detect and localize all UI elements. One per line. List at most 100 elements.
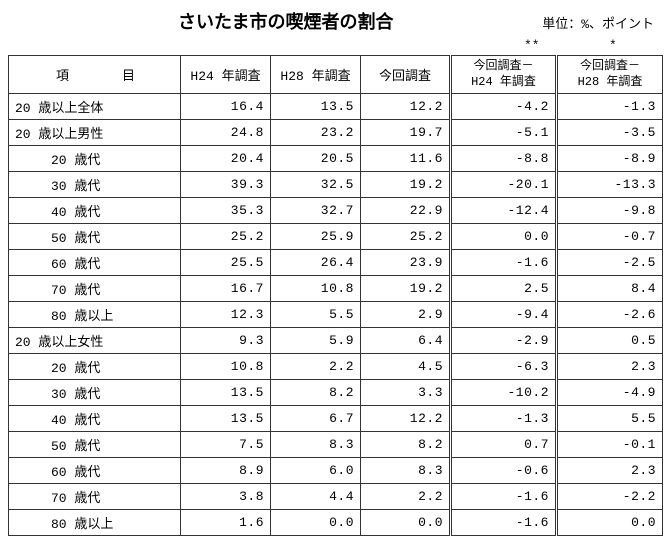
cell-h28: 4.4	[271, 484, 361, 510]
cell-h28: 13.5	[271, 94, 361, 120]
cell-now: 8.3	[361, 458, 451, 484]
table-row: 20 歳以上男性24.823.219.7-5.1-3.5	[9, 120, 663, 146]
cell-d2: -2.6	[557, 302, 663, 328]
cell-h28: 6.0	[271, 458, 361, 484]
table-row: 30 歳代13.58.23.3-10.2-4.9	[9, 380, 663, 406]
cell-h24: 13.5	[181, 380, 271, 406]
cell-now: 3.3	[361, 380, 451, 406]
cell-d1: -12.4	[451, 198, 557, 224]
cell-d1: 2.5	[451, 276, 557, 302]
row-label: 20 歳代	[9, 146, 181, 172]
col-header-item: 項 目	[9, 56, 181, 94]
cell-now: 0.0	[361, 510, 451, 536]
cell-h28: 23.2	[271, 120, 361, 146]
cell-h28: 8.3	[271, 432, 361, 458]
cell-d2: -1.3	[557, 94, 663, 120]
row-label: 80 歳以上	[9, 510, 181, 536]
row-label: 70 歳代	[9, 484, 181, 510]
cell-d2: -0.7	[557, 224, 663, 250]
cell-now: 4.5	[361, 354, 451, 380]
cell-now: 23.9	[361, 250, 451, 276]
cell-now: 22.9	[361, 198, 451, 224]
cell-h24: 1.6	[181, 510, 271, 536]
cell-h24: 9.3	[181, 328, 271, 354]
row-label: 20 歳以上男性	[9, 120, 181, 146]
cell-d1: -2.9	[451, 328, 557, 354]
table-row: 20 歳代20.420.511.6-8.8-8.9	[9, 146, 663, 172]
table-row: 60 歳代8.96.08.3-0.62.3	[9, 458, 663, 484]
cell-d2: 2.3	[557, 458, 663, 484]
cell-now: 12.2	[361, 406, 451, 432]
table-row: 40 歳代35.332.722.9-12.4-9.8	[9, 198, 663, 224]
cell-d2: -0.1	[557, 432, 663, 458]
cell-d2: -2.2	[557, 484, 663, 510]
cell-h28: 20.5	[271, 146, 361, 172]
row-label: 30 歳代	[9, 380, 181, 406]
cell-d1: -1.6	[451, 484, 557, 510]
row-label: 50 歳代	[9, 432, 181, 458]
cell-d2: -8.9	[557, 146, 663, 172]
cell-now: 12.2	[361, 94, 451, 120]
cell-d1: -20.1	[451, 172, 557, 198]
cell-d1: -6.3	[451, 354, 557, 380]
row-label: 70 歳代	[9, 276, 181, 302]
col-header-diff1-l1: 今回調査－	[473, 59, 533, 73]
col-header-diff1-l2: H24 年調査	[471, 75, 536, 89]
cell-now: 11.6	[361, 146, 451, 172]
cell-h28: 5.9	[271, 328, 361, 354]
cell-h24: 8.9	[181, 458, 271, 484]
cell-d1: -1.6	[451, 510, 557, 536]
cell-d2: -4.9	[557, 380, 663, 406]
row-label: 40 歳代	[9, 406, 181, 432]
row-label: 20 歳以上女性	[9, 328, 181, 354]
cell-d2: 0.0	[557, 510, 663, 536]
cell-d2: -3.5	[557, 120, 663, 146]
row-label: 30 歳代	[9, 172, 181, 198]
cell-d1: -5.1	[451, 120, 557, 146]
table-row: 20 歳以上全体16.413.512.2-4.2-1.3	[9, 94, 663, 120]
cell-h24: 24.8	[181, 120, 271, 146]
cell-d1: 0.7	[451, 432, 557, 458]
cell-h24: 16.4	[181, 94, 271, 120]
cell-h28: 0.0	[271, 510, 361, 536]
cell-d2: 8.4	[557, 276, 663, 302]
asterisk-row: ** *	[8, 38, 662, 53]
row-label: 40 歳代	[9, 198, 181, 224]
col-header-diff2-l1: 今回調査－	[580, 59, 640, 73]
cell-h28: 25.9	[271, 224, 361, 250]
cell-d1: -0.6	[451, 458, 557, 484]
table-row: 70 歳代3.84.42.2-1.6-2.2	[9, 484, 663, 510]
smoking-rate-table: 項 目 H24 年調査 H28 年調査 今回調査 今回調査－ H24 年調査 今…	[8, 55, 663, 536]
table-row: 70 歳代16.710.819.22.58.4	[9, 276, 663, 302]
cell-h28: 6.7	[271, 406, 361, 432]
cell-d1: -10.2	[451, 380, 557, 406]
table-row: 80 歳以上12.35.52.9-9.4-2.6	[9, 302, 663, 328]
cell-h28: 32.7	[271, 198, 361, 224]
row-label: 50 歳代	[9, 224, 181, 250]
cell-h24: 20.4	[181, 146, 271, 172]
cell-h28: 5.5	[271, 302, 361, 328]
cell-d2: 0.5	[557, 328, 663, 354]
cell-d1: -4.2	[451, 94, 557, 120]
col-header-h28: H28 年調査	[271, 56, 361, 94]
row-label: 60 歳代	[9, 250, 181, 276]
cell-h28: 26.4	[271, 250, 361, 276]
cell-now: 8.2	[361, 432, 451, 458]
cell-h28: 2.2	[271, 354, 361, 380]
asterisk-2: *	[609, 38, 662, 53]
unit-label: 単位：%、ポイント	[542, 13, 654, 32]
table-row: 50 歳代25.225.925.20.0-0.7	[9, 224, 663, 250]
cell-h24: 3.8	[181, 484, 271, 510]
table-row: 80 歳以上1.60.00.0-1.60.0	[9, 510, 663, 536]
cell-h24: 25.5	[181, 250, 271, 276]
table-header-row: 項 目 H24 年調査 H28 年調査 今回調査 今回調査－ H24 年調査 今…	[9, 56, 663, 94]
cell-d1: -1.3	[451, 406, 557, 432]
cell-d2: -13.3	[557, 172, 663, 198]
cell-d1: -9.4	[451, 302, 557, 328]
cell-h24: 7.5	[181, 432, 271, 458]
cell-d2: 2.3	[557, 354, 663, 380]
row-label: 80 歳以上	[9, 302, 181, 328]
table-row: 30 歳代39.332.519.2-20.1-13.3	[9, 172, 663, 198]
cell-h28: 32.5	[271, 172, 361, 198]
cell-d2: 5.5	[557, 406, 663, 432]
